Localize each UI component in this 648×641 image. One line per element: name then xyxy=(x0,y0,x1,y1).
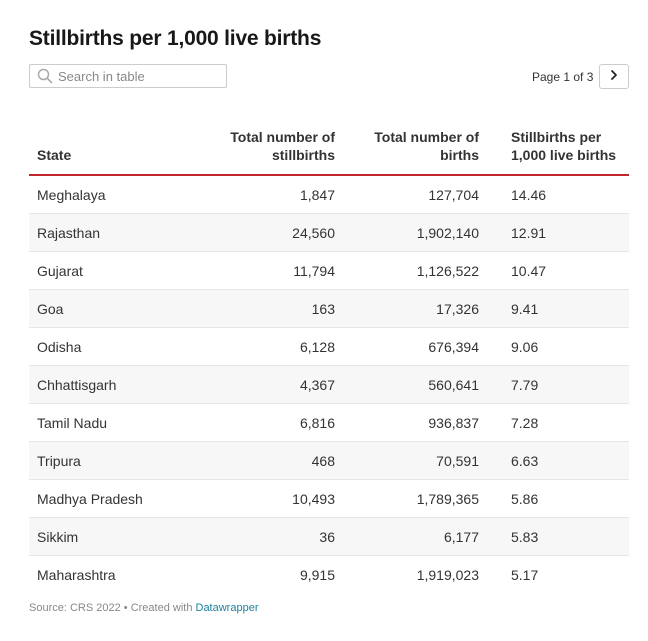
cell-state: Rajasthan xyxy=(29,213,195,252)
table-row: Chhattisgarh 4,367 560,641 7.79 xyxy=(29,365,629,404)
search-box[interactable] xyxy=(29,64,227,88)
cell-births: 1,902,140 xyxy=(335,213,479,252)
cell-stillbirths: 163 xyxy=(195,289,335,328)
cell-state: Maharashtra xyxy=(37,566,116,583)
cell-stillbirths: 10,493 xyxy=(195,479,335,518)
datawrapper-link[interactable]: Datawrapper xyxy=(195,602,259,614)
table-row: Maharashtra 9,915 1,919,023 5.17 xyxy=(29,556,629,594)
cell-stillbirths: 4,367 xyxy=(195,365,335,404)
cell-rate: 6.63 xyxy=(479,441,629,480)
cell-state: Gujarat xyxy=(29,251,195,290)
cell-rate: 9.41 xyxy=(479,289,629,328)
cell-births: 560,641 xyxy=(335,365,479,404)
cell-rate: 5.86 xyxy=(479,479,629,518)
cell-stillbirths: 36 xyxy=(195,517,335,556)
footer: Source: CRS 2022 • Created with Datawrap… xyxy=(29,602,258,614)
column-header-births[interactable]: Total number of births xyxy=(335,112,479,176)
cell-stillbirths: 468 xyxy=(195,441,335,480)
cell-stillbirths: 6,816 xyxy=(195,403,335,442)
cell-stillbirths: 11,794 xyxy=(195,251,335,290)
search-icon xyxy=(34,65,56,87)
cell-rate: 7.79 xyxy=(479,365,629,404)
table-row: Meghalaya 1,847 127,704 14.46 xyxy=(29,175,629,214)
table-row: Odisha 6,128 676,394 9.06 xyxy=(29,327,629,366)
cell-rate: 7.28 xyxy=(479,403,629,442)
cell-rate: 5.17 xyxy=(511,566,539,583)
table-header-row: State Total number of stillbirths Total … xyxy=(29,112,629,176)
data-table: State Total number of stillbirths Total … xyxy=(29,112,629,593)
cell-state: Meghalaya xyxy=(29,175,195,214)
chart-title: Stillbirths per 1,000 live births xyxy=(29,27,322,50)
cell-rate: 5.83 xyxy=(479,517,629,556)
cell-rate: 10.47 xyxy=(479,251,629,290)
cell-rate: 9.06 xyxy=(479,327,629,366)
cell-stillbirths: 6,128 xyxy=(195,327,335,366)
table-row: Tamil Nadu 6,816 936,837 7.28 xyxy=(29,403,629,442)
cell-births: 936,837 xyxy=(335,403,479,442)
cell-stillbirths: 24,560 xyxy=(195,213,335,252)
table-row: Madhya Pradesh 10,493 1,789,365 5.86 xyxy=(29,479,629,518)
table-row: Rajasthan 24,560 1,902,140 12.91 xyxy=(29,213,629,252)
table-row: Gujarat 11,794 1,126,522 10.47 xyxy=(29,251,629,290)
pagination-label: Page 1 of 3 xyxy=(532,70,594,84)
cell-stillbirths: 1,847 xyxy=(195,175,335,214)
column-header-state[interactable]: State xyxy=(29,112,195,176)
column-header-rate[interactable]: Stillbirths per 1,000 live births xyxy=(479,112,629,176)
cell-births: 6,177 xyxy=(335,517,479,556)
cell-births: 1,919,023 xyxy=(416,566,479,583)
cell-births: 1,789,365 xyxy=(335,479,479,518)
cell-births: 676,394 xyxy=(335,327,479,366)
cell-state: Chhattisgarh xyxy=(29,365,195,404)
table-row: Sikkim 36 6,177 5.83 xyxy=(29,517,629,556)
search-input[interactable] xyxy=(56,66,223,86)
column-header-stillbirths[interactable]: Total number of stillbirths xyxy=(195,112,335,176)
created-with-label: Created with xyxy=(130,602,196,614)
source-note: Source: CRS 2022 xyxy=(29,602,121,614)
cell-state: Goa xyxy=(29,289,195,328)
cell-births: 70,591 xyxy=(335,441,479,480)
cell-rate: 14.46 xyxy=(479,175,629,214)
chevron-right-icon xyxy=(609,68,619,86)
footer-separator: • xyxy=(120,602,131,614)
table-body: Meghalaya 1,847 127,704 14.46 Rajasthan 24,56… xyxy=(29,175,629,593)
cell-rate: 12.91 xyxy=(479,213,629,252)
cell-births: 17,326 xyxy=(335,289,479,328)
cell-state: Sikkim xyxy=(29,517,195,556)
table-row: Goa 163 17,326 9.41 xyxy=(29,289,629,328)
cell-state: Tamil Nadu xyxy=(29,403,195,442)
cell-stillbirths: 9,915 xyxy=(299,566,335,583)
table-row: Tripura 468 70,591 6.63 xyxy=(29,441,629,480)
cell-state: Odisha xyxy=(29,327,195,366)
cell-state: Madhya Pradesh xyxy=(29,479,195,518)
cell-births: 1,126,522 xyxy=(335,251,479,290)
cell-births: 127,704 xyxy=(335,175,479,214)
next-page-button[interactable] xyxy=(599,64,629,89)
cell-state: Tripura xyxy=(29,441,195,480)
